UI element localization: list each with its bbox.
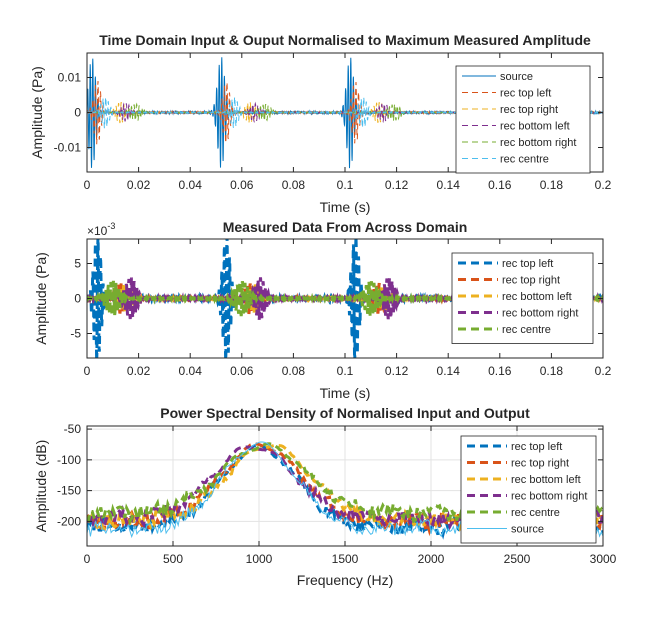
legend-label: rec top left bbox=[502, 258, 553, 270]
x-tick-label: 0.14 bbox=[437, 178, 461, 192]
y-tick-label: -200 bbox=[57, 514, 81, 528]
legend-label: rec bottom right bbox=[511, 491, 587, 503]
y-tick-label: -0.01 bbox=[54, 141, 82, 155]
x-tick-label: 0.16 bbox=[488, 178, 512, 192]
x-tick-label: 500 bbox=[163, 552, 183, 566]
y-tick-label: 0 bbox=[74, 106, 81, 120]
x-tick-label: 0.14 bbox=[437, 364, 461, 378]
x-tick-label: 1500 bbox=[332, 552, 359, 566]
legend-label: source bbox=[500, 71, 533, 83]
axis-multiplier: ×10-3 bbox=[87, 221, 115, 238]
x-tick-label: 0.2 bbox=[595, 178, 612, 192]
x-tick-label: 0.1 bbox=[337, 364, 354, 378]
legend-label: rec bottom left bbox=[502, 291, 572, 303]
chart-3: 0 500 1000 1500 2000 2500 3000 -50 -100 -150 -200 P… bbox=[33, 405, 617, 588]
y-axis-label: Amplitude (dB) bbox=[33, 440, 49, 533]
x-tick-label: 0.06 bbox=[230, 364, 254, 378]
x-tick-label: 0.18 bbox=[540, 364, 564, 378]
x-tick-label: 0.1 bbox=[337, 178, 354, 192]
legend-label: rec centre bbox=[500, 154, 549, 166]
x-axis-label: Time (s) bbox=[320, 385, 371, 401]
y-tick-label: 0 bbox=[74, 292, 81, 306]
legend-label: rec top left bbox=[500, 88, 551, 100]
x-tick-label: 0.12 bbox=[385, 178, 409, 192]
x-tick-label: 3000 bbox=[590, 552, 617, 566]
x-tick-label: 2500 bbox=[504, 552, 531, 566]
legend: rec top left rec top right rec bottom left… bbox=[460, 435, 597, 544]
x-tick-label: 0.16 bbox=[488, 364, 512, 378]
x-tick-label: 0 bbox=[84, 364, 91, 378]
y-tick-label: 5 bbox=[74, 257, 81, 271]
x-tick-label: 0.08 bbox=[282, 178, 306, 192]
x-tick-label: 0.08 bbox=[282, 364, 306, 378]
legend-label: rec bottom right bbox=[502, 308, 578, 320]
legend-label: rec centre bbox=[511, 507, 560, 519]
y-tick-label: -50 bbox=[64, 422, 82, 436]
legend-label: rec top left bbox=[511, 441, 562, 453]
y-tick-label: 0.01 bbox=[58, 71, 82, 85]
chart-title: Time Domain Input & Ouput Normalised to … bbox=[99, 32, 591, 48]
legend-box bbox=[451, 252, 594, 344]
series-line-rec-centre bbox=[87, 96, 603, 129]
y-tick-label: -100 bbox=[57, 453, 81, 467]
legend-label: rec bottom right bbox=[500, 137, 576, 149]
legend-label: rec bottom left bbox=[511, 474, 581, 486]
x-axis-label: Time (s) bbox=[320, 199, 371, 215]
legend-box bbox=[455, 65, 591, 174]
x-tick-label: 0.06 bbox=[230, 178, 254, 192]
legend-label: rec top right bbox=[502, 275, 560, 287]
x-tick-label: 1000 bbox=[246, 552, 273, 566]
x-tick-label: 0.02 bbox=[127, 178, 151, 192]
legend-label: rec top right bbox=[500, 104, 558, 116]
chart-title: Power Spectral Density of Normalised Inp… bbox=[160, 405, 530, 421]
chart-1: 0 0.02 0.04 0.06 0.08 0.1 0.12 0.14 0.16 0.18 0.2 -… bbox=[29, 32, 612, 215]
x-tick-label: 0.18 bbox=[540, 178, 564, 192]
x-tick-label: 0.2 bbox=[595, 364, 612, 378]
y-tick-label: -150 bbox=[57, 484, 81, 498]
legend-label: rec centre bbox=[502, 324, 551, 336]
legend-label: rec top right bbox=[511, 458, 569, 470]
x-tick-label: 0 bbox=[84, 178, 91, 192]
legend-box bbox=[460, 435, 597, 544]
x-tick-label: 2000 bbox=[418, 552, 445, 566]
y-axis-label: Amplitude (Pa) bbox=[29, 66, 45, 159]
legend: source rec top left rec top right rec botto… bbox=[455, 65, 591, 174]
x-tick-label: 0.04 bbox=[179, 178, 203, 192]
x-tick-label: 0.04 bbox=[179, 364, 203, 378]
x-axis-label: Frequency (Hz) bbox=[297, 572, 393, 588]
chart-2: 0 0.02 0.04 0.06 0.08 0.1 0.12 0.14 0.16 0.18 0.2 -… bbox=[33, 219, 612, 401]
x-tick-label: 0.12 bbox=[385, 364, 409, 378]
y-tick-label: -5 bbox=[70, 327, 81, 341]
x-tick-label: 0 bbox=[84, 552, 91, 566]
legend-label: rec bottom left bbox=[500, 121, 570, 133]
x-tick-label: 0.02 bbox=[127, 364, 151, 378]
legend: rec top left rec top right rec bottom left… bbox=[451, 252, 594, 344]
chart-title: Measured Data From Across Domain bbox=[223, 219, 468, 235]
legend-label: source bbox=[511, 524, 544, 536]
y-axis-label: Amplitude (Pa) bbox=[33, 252, 49, 345]
